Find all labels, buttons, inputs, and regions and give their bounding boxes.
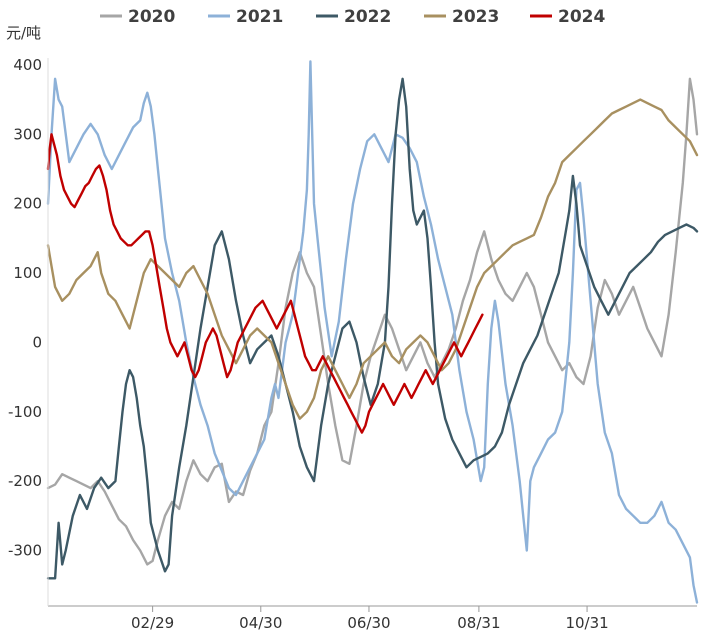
- y-axis-ticks: 400 300 200 100 0 -100 -200 -300: [8, 56, 42, 560]
- series-line-2021: [46, 60, 699, 604]
- legend: 2020 2021 2022 2023 2024: [100, 7, 605, 27]
- series-line-2023: [46, 98, 699, 420]
- legend-label-2023: 2023: [452, 7, 499, 27]
- legend-label-2022: 2022: [344, 7, 391, 27]
- x-tick-label: 08/31: [457, 614, 500, 632]
- x-tick-label: 04/30: [239, 614, 282, 632]
- y-tick-label: 100: [13, 264, 42, 282]
- series-layer: [46, 60, 699, 604]
- y-tick-label: -100: [8, 403, 42, 421]
- x-tick-label: 02/29: [131, 614, 174, 632]
- legend-label-2020: 2020: [128, 7, 175, 27]
- y-tick-label: -200: [8, 472, 42, 490]
- y-tick-label: 300: [13, 125, 42, 143]
- series-line-2022: [46, 77, 699, 580]
- series-line-2024: [46, 133, 484, 434]
- x-axis: 02/29 04/30 06/30 08/31 10/31: [47, 58, 697, 632]
- y-tick-label: 400: [13, 56, 42, 74]
- x-tick-label: 10/31: [565, 614, 608, 632]
- x-tick-label: 06/30: [347, 614, 390, 632]
- legend-label-2024: 2024: [558, 7, 605, 27]
- series-line-2020: [46, 77, 699, 566]
- y-tick-label: 200: [13, 195, 42, 213]
- y-tick-label: 0: [32, 333, 42, 351]
- y-tick-label: -300: [8, 542, 42, 560]
- y-axis-unit-label: 元/吨: [6, 24, 41, 42]
- legend-label-2021: 2021: [236, 7, 283, 27]
